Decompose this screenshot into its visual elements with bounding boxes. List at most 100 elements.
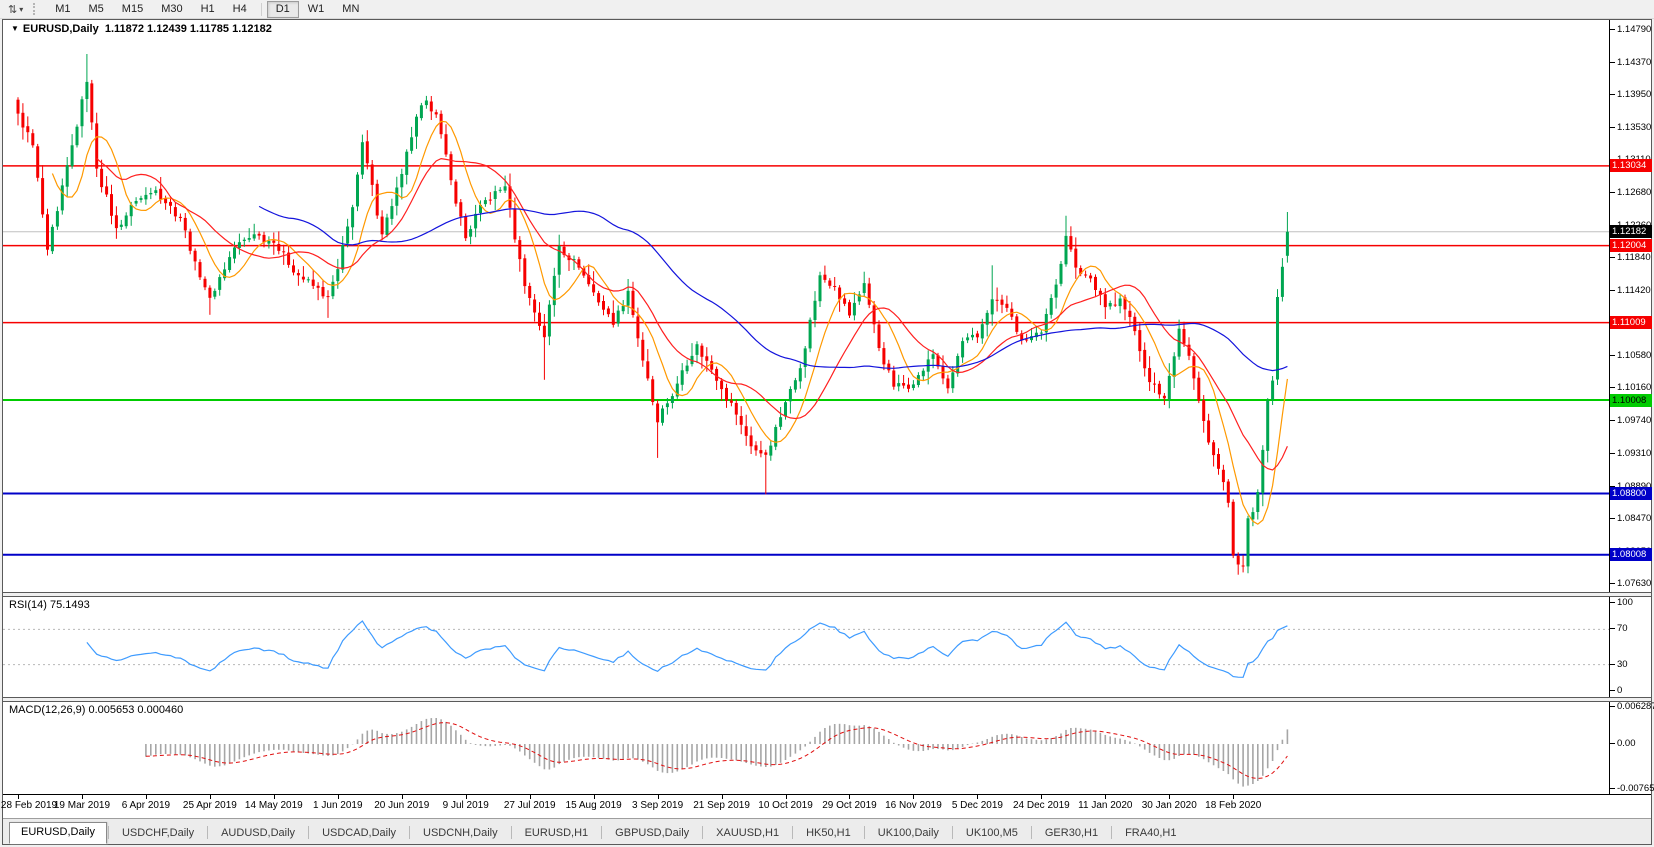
symbol-tab-eurusd-daily[interactable]: EURUSD,Daily <box>9 822 107 844</box>
price-line-badge: 1.12182 <box>1610 225 1652 239</box>
date-label: 16 Nov 2019 <box>885 800 942 811</box>
timeframe-button-mn[interactable]: MN <box>342 2 360 15</box>
date-label: 28 Feb 2019 <box>0 800 58 811</box>
price-tick: 0 <box>1610 685 1622 697</box>
panel-splitter[interactable] <box>3 592 1651 597</box>
price-tick: 1.11420 <box>1610 285 1651 297</box>
price-line-badge: 1.10008 <box>1610 393 1652 407</box>
timeframe-toolbar: ⇅ ▾ M1 M5 M15 M30 H1 H4 D1 W1 MN <box>0 0 1654 19</box>
date-label: 18 Feb 2020 <box>1205 800 1262 811</box>
timeframe-button-w1[interactable]: W1 <box>307 2 325 15</box>
date-label: 3 Sep 2019 <box>632 800 684 811</box>
date-tick <box>1105 795 1107 799</box>
date-tick <box>18 795 19 799</box>
date-label: 24 Dec 2019 <box>1013 800 1070 811</box>
price-tick: 1.12260 <box>1610 220 1651 232</box>
date-tick <box>529 795 531 799</box>
date-label: 21 Sep 2019 <box>693 800 750 811</box>
rsi-panel[interactable]: RSI(14) 75.1493 <box>3 597 1610 697</box>
symbol-tab-xauusd-h1[interactable]: XAUUSD,H1 <box>716 827 780 839</box>
chart-shift-icon[interactable]: ⇅ ▾ <box>8 3 24 16</box>
date-label: 5 Dec 2019 <box>951 800 1003 811</box>
date-tick <box>785 795 787 799</box>
timeframe-button-d1[interactable]: D1 <box>266 0 299 18</box>
tab-separator <box>207 826 209 839</box>
candlestick-chart-canvas <box>3 54 1609 575</box>
date-label: 9 Jul 2019 <box>442 800 489 811</box>
timeframe-button-h1[interactable]: H1 <box>200 2 215 15</box>
tab-separator <box>308 826 310 839</box>
price-tick: 1.10580 <box>1610 350 1651 362</box>
symbol-tab-uk100-m5[interactable]: UK100,M5 <box>965 827 1018 839</box>
symbol-tab-gbpusd-daily[interactable]: GBPUSD,Daily <box>615 827 690 839</box>
date-tick <box>209 795 211 799</box>
timeframe-button-m5[interactable]: M5 <box>88 2 104 15</box>
date-tick <box>721 795 723 799</box>
symbol-tab-usdchf-daily[interactable]: USDCHF,Daily <box>121 827 195 839</box>
date-label: 19 Mar 2019 <box>53 800 111 811</box>
symbol-tab-hk50-h1[interactable]: HK50,H1 <box>806 827 851 839</box>
date-tick <box>1041 795 1043 799</box>
price-tick: 0.00 <box>1610 738 1636 750</box>
price-line-badge: 1.13034 <box>1610 159 1652 173</box>
macd-panel[interactable]: MACD(12,26,9) 0.005653 0.000460 <box>3 702 1610 794</box>
price-tick: 30 <box>1610 659 1628 671</box>
symbol-tab-audusd-daily[interactable]: AUDUSD,Daily <box>221 827 296 839</box>
symbol-tab-bar: EURUSD,Daily USDCHF,Daily AUDUSD,Daily USDC… <box>3 818 1651 844</box>
price-line-badge: 1.08008 <box>1610 548 1652 562</box>
date-label: 25 Apr 2019 <box>182 800 237 811</box>
symbol-tab-uk100-daily[interactable]: UK100,Daily <box>877 827 939 839</box>
chevron-down-icon: ▾ <box>19 4 24 14</box>
timeframe-button-m30[interactable]: M30 <box>161 2 183 15</box>
symbol-tab-fra40-h1[interactable]: FRA40,H1 <box>1125 827 1177 839</box>
rsi-axis: 100 70 30 0 <box>1610 597 1651 697</box>
rsi-chart-canvas <box>3 620 1609 678</box>
candlesticks <box>16 54 1289 575</box>
date-tick <box>593 795 595 799</box>
tab-separator <box>107 826 109 839</box>
date-tick <box>401 795 403 799</box>
main-price-chart[interactable]: ▼ EURUSD,Daily 1.11872 1.12439 1.11785 1.… <box>3 20 1610 592</box>
date-tick <box>1169 795 1171 799</box>
timeframe-button-m1[interactable]: M1 <box>55 2 71 15</box>
chart-title: ▼ EURUSD,Daily 1.11872 1.12439 1.11785 1.… <box>11 23 272 35</box>
date-label: 14 May 2019 <box>244 800 303 811</box>
ma-50-line <box>258 205 1288 372</box>
panel-splitter[interactable] <box>3 697 1651 702</box>
tab-separator <box>601 826 603 839</box>
tab-separator <box>1111 826 1113 839</box>
date-label: 10 Oct 2019 <box>758 800 813 811</box>
toolbar-grip <box>33 3 39 15</box>
rsi-label: RSI(14) 75.1493 <box>9 599 90 611</box>
price-line-badge: 1.12004 <box>1610 239 1652 253</box>
symbol-tab-usdcnh-daily[interactable]: USDCNH,Daily <box>423 827 498 839</box>
price-tick: 1.08470 <box>1610 513 1651 525</box>
macd-signal-line <box>145 722 1288 780</box>
macd-chart-canvas <box>145 718 1289 787</box>
symbol-tab-eurusd-h1[interactable]: EURUSD,H1 <box>524 827 589 839</box>
timeframe-button-h4[interactable]: H4 <box>232 2 247 15</box>
symbol-tab-ger30-h1[interactable]: GER30,H1 <box>1044 827 1099 839</box>
price-tick: 1.11840 <box>1610 252 1651 264</box>
price-tick: 1.07630 <box>1610 578 1651 590</box>
date-tick <box>81 795 83 799</box>
price-tick: 100 <box>1610 597 1633 609</box>
date-axis: 28 Feb 2019 19 Mar 2019 6 Apr 2019 25 Apr 2… <box>0 794 1651 818</box>
tab-separator <box>951 826 953 839</box>
date-label: 27 Jul 2019 <box>503 800 556 811</box>
date-tick <box>145 795 147 799</box>
tab-separator <box>863 826 865 839</box>
price-tick: -0.007658 <box>1610 783 1654 795</box>
price-tick: 1.13530 <box>1610 122 1651 134</box>
tab-separator <box>1030 826 1032 839</box>
price-tick: 1.13950 <box>1610 89 1651 101</box>
date-label: 20 Jun 2019 <box>374 800 430 811</box>
timeframe-button-m15[interactable]: M15 <box>121 2 144 15</box>
symbol-tab-usdcad-daily[interactable]: USDCAD,Daily <box>322 827 397 839</box>
date-tick <box>657 795 659 799</box>
price-tick: 1.12680 <box>1610 187 1651 199</box>
chart-ohlc-quotes: 1.11872 1.12439 1.11785 1.12182 <box>104 23 272 35</box>
chart-symbol: EURUSD,Daily <box>22 23 99 35</box>
tab-separator <box>792 826 794 839</box>
price-tick: 1.14790 <box>1610 24 1651 36</box>
